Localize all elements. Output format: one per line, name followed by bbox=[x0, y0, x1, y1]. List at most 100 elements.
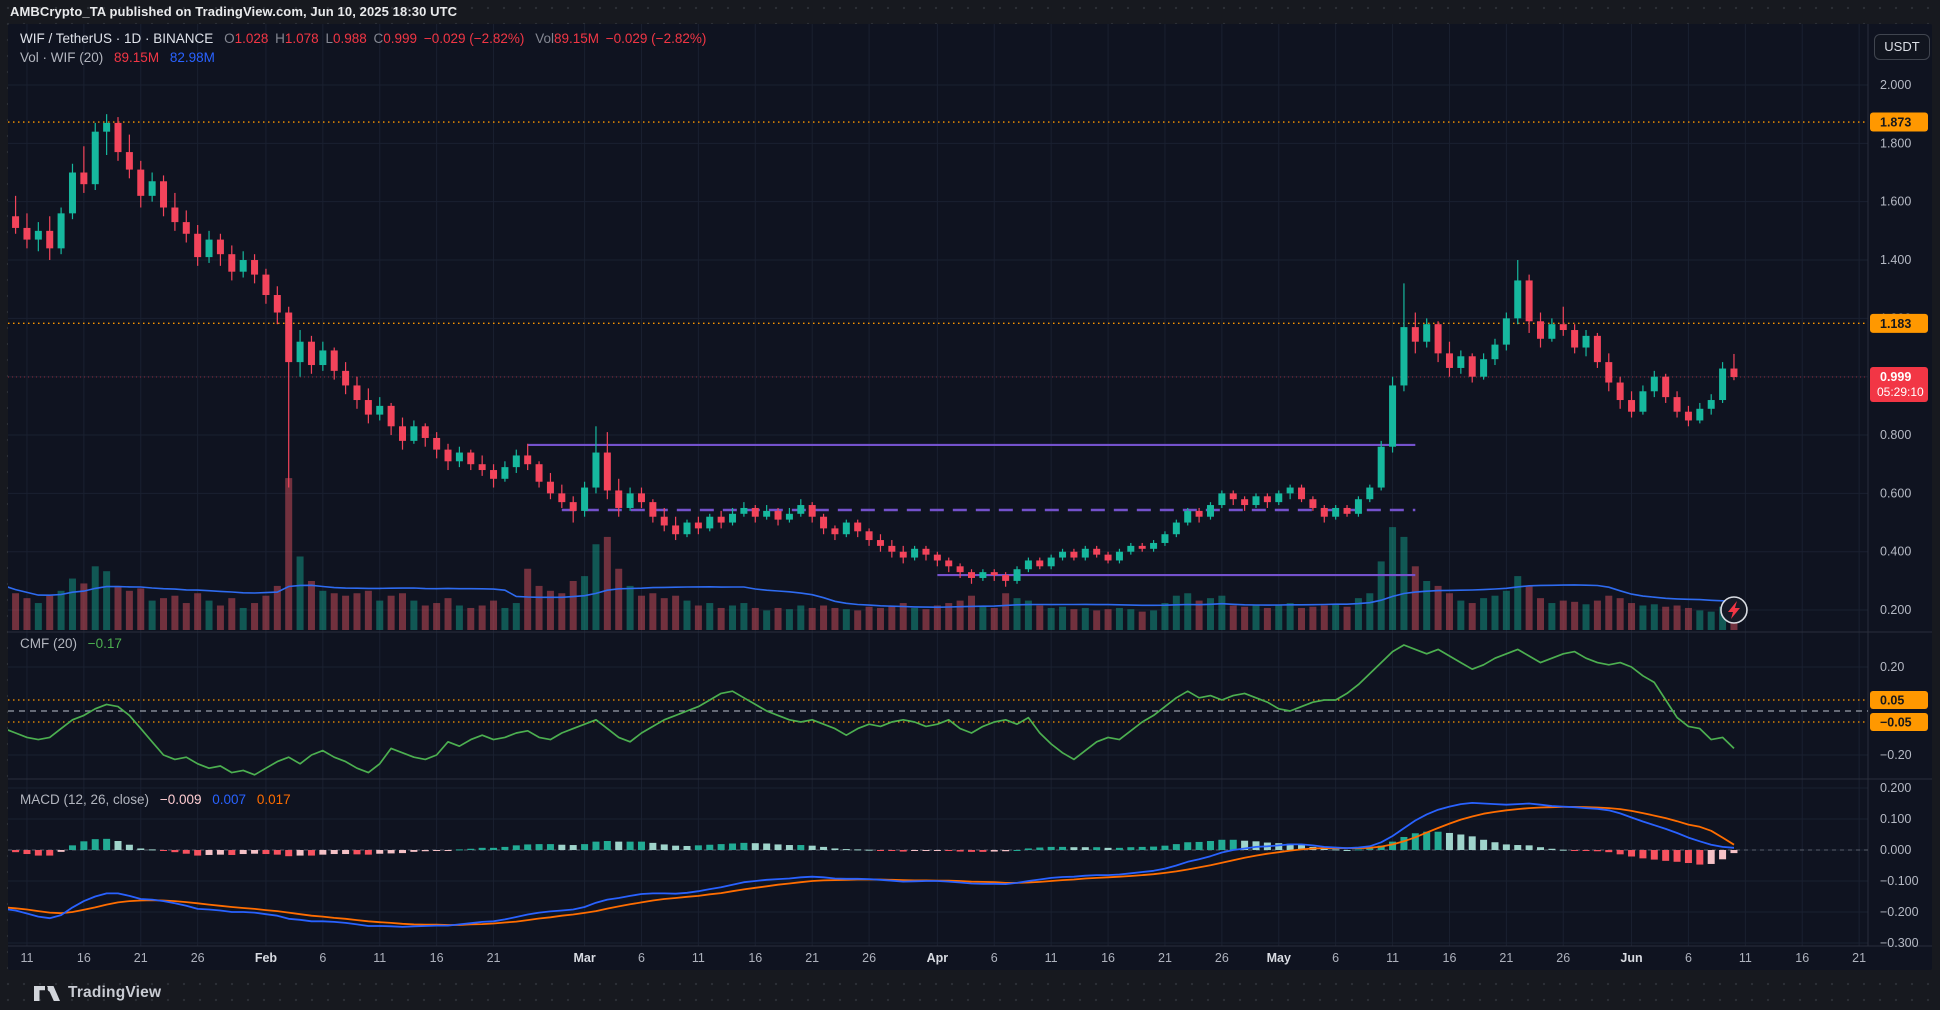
macd-histogram-bar bbox=[831, 848, 839, 850]
macd-histogram-bar bbox=[1150, 846, 1158, 850]
macd-histogram-bar bbox=[1434, 831, 1442, 850]
volume-bar bbox=[228, 598, 236, 630]
time-axis-label: 11 bbox=[1386, 951, 1399, 965]
cmf-legend[interactable]: CMF (20) −0.17 bbox=[20, 636, 122, 651]
candle-body bbox=[933, 554, 941, 561]
candle-body bbox=[990, 572, 998, 576]
volume-bar bbox=[1491, 595, 1499, 630]
price-axis-label: 0.400 bbox=[1880, 545, 1911, 559]
volume-bar bbox=[842, 609, 850, 630]
price-level-tag: 1.873 bbox=[1870, 112, 1928, 132]
macd-histogram-bar bbox=[1354, 849, 1362, 851]
time-axis-label: 21 bbox=[805, 951, 819, 965]
volume-bar bbox=[182, 603, 190, 630]
candle-body bbox=[842, 522, 850, 535]
volume-bar bbox=[876, 607, 884, 630]
candle-body bbox=[899, 551, 907, 558]
candle-body bbox=[1127, 545, 1135, 552]
macd-histogram-bar bbox=[808, 845, 816, 850]
volume-bar bbox=[1093, 610, 1101, 630]
time-axis-label: 6 bbox=[638, 951, 645, 965]
candle-body bbox=[1400, 327, 1408, 386]
macd-histogram-bar bbox=[1320, 848, 1328, 850]
time-axis-label: 21 bbox=[1158, 951, 1172, 965]
volume-ma-line bbox=[8, 584, 1735, 609]
candle-body bbox=[546, 481, 554, 494]
macd-histogram-bar bbox=[1411, 833, 1419, 850]
candle-body bbox=[763, 510, 771, 517]
macd-histogram-bar bbox=[1559, 849, 1567, 851]
volume-bar bbox=[1059, 606, 1067, 630]
macd-histogram-bar bbox=[672, 845, 680, 850]
volume-bar bbox=[1593, 600, 1601, 630]
macd-histogram-bar bbox=[1730, 850, 1738, 854]
candle-body bbox=[1184, 510, 1192, 523]
volume-bar bbox=[319, 590, 327, 630]
macd-histogram-bar bbox=[683, 845, 691, 850]
candle-body bbox=[592, 452, 600, 488]
macd-histogram-bar bbox=[694, 845, 702, 850]
volume-bar bbox=[592, 544, 600, 630]
volume-bar bbox=[433, 603, 441, 630]
macd-histogram-bar bbox=[626, 841, 634, 850]
candle-body bbox=[1332, 507, 1340, 517]
macd-histogram-bar bbox=[421, 850, 429, 852]
candle-body bbox=[1093, 548, 1101, 555]
volume-bar bbox=[1480, 598, 1488, 630]
volume-bar bbox=[148, 600, 156, 630]
volume-bar bbox=[171, 595, 179, 630]
macd-histogram-bar bbox=[911, 850, 919, 851]
macd-histogram-bar bbox=[307, 850, 315, 856]
macd-axis-label: 0.100 bbox=[1880, 812, 1911, 826]
low-value: 0.988 bbox=[332, 31, 367, 46]
time-axis-label: 11 bbox=[20, 951, 33, 965]
volume-bar bbox=[1673, 605, 1681, 630]
candle-body bbox=[319, 350, 327, 366]
chart-legend[interactable]: WIF / TetherUS · 1D · BINANCE O1.028 H1.… bbox=[20, 29, 706, 67]
volume-bar bbox=[785, 609, 793, 630]
chart-canvas[interactable]: 2.0001.8001.6001.4001.2001.0000.8000.600… bbox=[8, 24, 1932, 970]
time-axis[interactable]: 11 16 21 26 Feb 6 11 16 21 Mar 6 11 16 21 26 Apr 6 11 16 21… bbox=[20, 951, 1866, 965]
candle-body bbox=[911, 548, 919, 558]
low-label: L bbox=[325, 31, 333, 46]
candle-body bbox=[1502, 318, 1510, 345]
macd-histogram-bar bbox=[535, 844, 543, 850]
volume-bar bbox=[1400, 536, 1408, 630]
macd-histogram-bar bbox=[34, 850, 42, 856]
time-axis-label: 21 bbox=[134, 951, 148, 965]
candle-body bbox=[1423, 324, 1431, 342]
candle-body bbox=[1684, 411, 1692, 421]
candle-body bbox=[353, 385, 361, 401]
open-label: O bbox=[224, 31, 235, 46]
price-axis-label: 0.600 bbox=[1880, 486, 1911, 500]
candle-body bbox=[660, 516, 668, 526]
macd-histogram-bar bbox=[899, 850, 907, 852]
macd-histogram-bar bbox=[842, 849, 850, 851]
volume-bar bbox=[1616, 598, 1624, 630]
candle-body bbox=[1616, 382, 1624, 401]
cmf-level-tag: 0.05 bbox=[1870, 691, 1928, 709]
candle-body bbox=[1252, 496, 1260, 506]
macd-histogram-bar bbox=[114, 841, 122, 850]
candle-body bbox=[569, 502, 577, 511]
macd-legend[interactable]: MACD (12, 26, close) −0.009 0.007 0.017 bbox=[20, 792, 291, 807]
currency-toggle-button[interactable]: USDT bbox=[1874, 34, 1930, 60]
candle-body bbox=[524, 455, 532, 465]
price-axis[interactable]: 2.0001.8001.6001.4001.2001.0000.8000.600… bbox=[1880, 78, 1919, 950]
macd-histogram-bar bbox=[387, 850, 395, 854]
candle-body bbox=[342, 370, 350, 386]
tradingview-brand[interactable]: TradingView bbox=[34, 981, 161, 1005]
macd-histogram-bar bbox=[1593, 850, 1601, 852]
macd-histogram-bar bbox=[933, 850, 941, 851]
candle-body bbox=[1059, 551, 1067, 558]
volume-bar bbox=[1366, 593, 1374, 630]
volume-bar bbox=[1252, 605, 1260, 630]
macd-histogram-bar bbox=[125, 844, 133, 850]
macd-histogram-bar bbox=[763, 843, 771, 850]
candle-body bbox=[1696, 408, 1704, 421]
current-price-tag-bg bbox=[1870, 366, 1928, 402]
time-axis-label: 21 bbox=[1852, 951, 1866, 965]
macd-histogram-bar bbox=[1684, 850, 1692, 864]
candle-body bbox=[1605, 362, 1613, 383]
